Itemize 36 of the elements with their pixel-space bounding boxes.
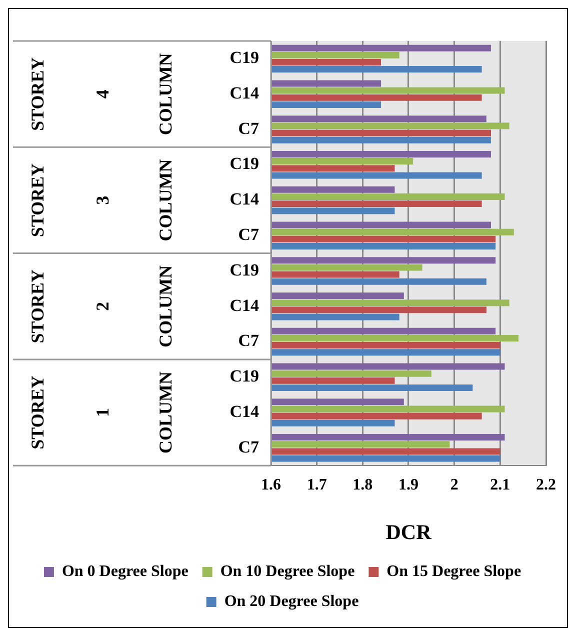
x-tick-label: 2.2 xyxy=(536,476,556,494)
text: STOREY xyxy=(28,376,48,450)
text: COLUMN xyxy=(156,265,176,348)
text: STOREY xyxy=(28,163,48,238)
text: COLUMN xyxy=(156,372,176,454)
text: COLUMN xyxy=(156,53,176,136)
text: STOREY xyxy=(28,57,48,131)
y-tick-label: C19 xyxy=(230,260,259,280)
y-tick-label: C19 xyxy=(230,48,259,68)
legend-label: On 10 Degree Slope xyxy=(220,563,355,580)
legend-label: On 20 Degree Slope xyxy=(224,593,359,610)
text: 4 xyxy=(92,90,113,99)
text: 3 xyxy=(92,196,113,205)
y-tick-label: C14 xyxy=(230,296,260,315)
y-tick-label: C14 xyxy=(230,83,260,102)
text: COLUMN xyxy=(156,159,176,242)
y-tick-label: C7 xyxy=(238,437,260,456)
text: 2 xyxy=(92,302,113,311)
y-tick-label: C19 xyxy=(230,366,259,386)
x-tick-label: 1.6 xyxy=(261,476,281,494)
x-tick-label: 2.1 xyxy=(490,476,510,494)
y-tick-label: C7 xyxy=(238,118,260,138)
y-tick-label: C7 xyxy=(238,225,260,244)
x-tick-label: 1.9 xyxy=(398,476,418,494)
text: STOREY xyxy=(28,270,48,344)
text: 1 xyxy=(92,408,113,418)
legend-label: On 15 Degree Slope xyxy=(386,563,522,580)
y-tick-label: C19 xyxy=(230,154,259,174)
legend-label: On 0 Degree Slope xyxy=(62,563,188,580)
y-tick-label: C14 xyxy=(230,190,260,209)
y-tick-label: C7 xyxy=(238,331,260,350)
x-tick-label: 1.8 xyxy=(352,476,373,494)
x-tick-label: 2 xyxy=(450,476,458,494)
x-tick-label: 1.7 xyxy=(306,476,327,494)
y-tick-label: C14 xyxy=(230,402,260,421)
x-axis-title: DCR xyxy=(386,520,432,544)
